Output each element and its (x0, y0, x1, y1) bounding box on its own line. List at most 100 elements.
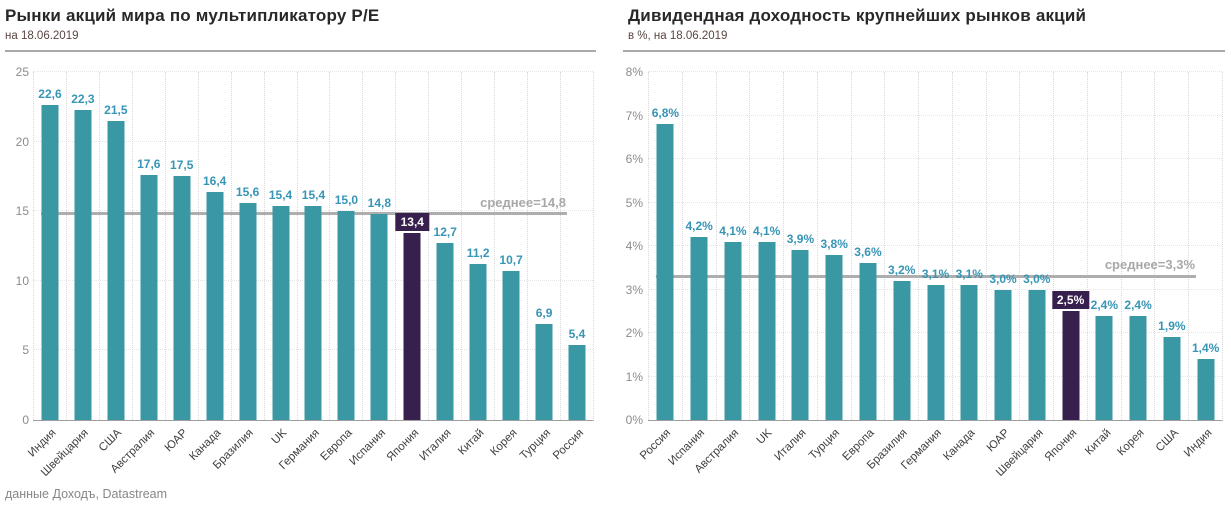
header-divider (623, 50, 1225, 52)
bar-Индия (1197, 359, 1215, 420)
bar-value-label: 17,6 (137, 157, 161, 172)
y-tick-label: 3% (625, 282, 643, 297)
x-cell: Корея (489, 420, 528, 500)
category-slot: 17,6 (131, 72, 165, 420)
category-label: Китай (1082, 427, 1114, 458)
bar-Бразилия (893, 280, 911, 420)
bar-value-label: 15,4 (268, 187, 293, 202)
bar-value-label: 14,8 (367, 195, 392, 210)
bar-Бразилия (239, 202, 257, 420)
source-note: данные Доходъ, Datastream (5, 487, 168, 501)
bar-value-label: 4,1% (719, 223, 747, 238)
bar-Италия (436, 243, 454, 420)
bar-Турция (825, 254, 843, 420)
bar-UK (272, 205, 290, 420)
category-label: Китай (456, 427, 487, 458)
bar-Европа (859, 263, 877, 420)
category-slot: 22,3 (65, 72, 99, 420)
x-cell: США (1154, 420, 1189, 500)
y-tick-label: 0 (22, 413, 29, 427)
bar-value-label: 3,9% (786, 232, 815, 247)
bar-value-label: 2,5% (1051, 291, 1090, 310)
bar-value-label: 15,0 (334, 193, 359, 208)
average-line (41, 212, 567, 216)
category-slot: 15,4 (296, 72, 330, 420)
bar-Турция (535, 323, 553, 420)
bar-Корея (502, 271, 520, 420)
x-cell: Италия (773, 420, 817, 500)
bar-value-label: 12,7 (433, 225, 457, 240)
bar-Япония (403, 233, 421, 420)
bar-value-label: 3,0% (1023, 271, 1051, 286)
bar-value-label: 2,4% (1090, 297, 1119, 312)
x-cell: Австралия (692, 420, 750, 500)
pe-chart-title: Рынки акций мира по мультипликатору P/E (5, 6, 380, 25)
y-tick-label: 7% (625, 108, 643, 123)
category-slot: 17,5 (164, 72, 198, 420)
dividend-chart-title: Дивидендная доходность крупнейших рынков… (628, 6, 1087, 25)
category-slot: 1,9% (1154, 72, 1188, 420)
category-slot: 1,4% (1188, 72, 1222, 420)
average-label: среднее=14,8 (480, 194, 566, 210)
y-tick-label: 15 (15, 204, 29, 219)
category-slot: 5,4 (560, 72, 593, 420)
gridline-h (648, 201, 1222, 203)
dividend-chart-area: 0% 1% 2% 3% 4% 5% 6% 7% 8% среднее=3,3% 6,8% 4,2% 4… (623, 52, 1225, 502)
bar-value-label: 4,2% (685, 219, 713, 234)
category-slot: 3,8% (816, 72, 851, 420)
category-slot: 3,9% (783, 72, 817, 420)
y-tick-label: 5 (22, 343, 29, 358)
category-slot: 21,5 (98, 72, 132, 420)
pe-chart-area: 0 5 10 15 20 25 среднее=14,8 22,6 22,3 21,5 17,6 1… (5, 52, 596, 502)
header-divider (5, 50, 596, 52)
y-tick-label: 8% (625, 65, 643, 79)
bar-value-label: 16,4 (202, 173, 227, 188)
category-slot: 15,6 (230, 72, 264, 420)
bar-value-label: 22,3 (71, 91, 95, 106)
bar-value-label: 1,9% (1158, 319, 1186, 334)
bar-Канада (206, 191, 224, 420)
x-cell: Китай (457, 420, 495, 500)
category-label: UK (269, 427, 289, 447)
y-tick-label: 1% (625, 369, 643, 384)
category-slot: 4,1% (749, 72, 783, 420)
bar-value-label: 3,1% (955, 267, 983, 282)
bar-value-label: 21,5 (104, 102, 128, 117)
bar-Австралия (724, 241, 742, 420)
bar-Германия (927, 285, 944, 420)
category-slot: 3,2% (884, 72, 918, 420)
x-axis: Россия Испания Австралия UK Италия Турция Евро… (638, 420, 1223, 500)
category-slot: 3,1% (951, 72, 986, 420)
x-cell: Япония (1043, 420, 1088, 500)
plot-area: среднее=14,8 22,6 22,3 21,5 17,6 17,5 16,4 15,6… (33, 71, 594, 421)
bar-Индия (41, 105, 59, 420)
y-tick-label: 4% (625, 239, 643, 253)
bar-value-label: 4,1% (752, 223, 781, 238)
dividend-chart-subtitle: в %, на 18.06.2019 (628, 30, 728, 42)
pe-chart-header: Рынки акций мира по мультипликатору P/E … (5, 6, 596, 50)
gridline-h (648, 158, 1222, 159)
bar-ЮАР (173, 176, 191, 420)
x-cell: Италия (418, 420, 462, 500)
pe-chart-panel: Рынки акций мира по мультипликатору P/E … (5, 6, 596, 502)
bar-value-label: 5,4 (568, 326, 586, 341)
y-axis: 0% 1% 2% 3% 4% 5% 6% 7% 8% (619, 65, 643, 427)
bar-Германия (304, 205, 322, 420)
average-line (656, 274, 1196, 278)
y-tick-label: 20 (15, 134, 29, 149)
gridline-h (648, 71, 1222, 72)
bar-Швейцария (74, 109, 92, 420)
gridline-h (33, 71, 593, 72)
bar-value-label: 11,2 (466, 246, 490, 261)
bar-Италия (791, 250, 809, 420)
bar-США (107, 120, 125, 420)
category-slot: 11,2 (461, 72, 494, 420)
category-slot: 13,4 (395, 72, 429, 420)
category-slot: 6,9 (527, 72, 560, 420)
bar-Канада (960, 285, 978, 420)
bar-Швейцария (1028, 289, 1046, 420)
y-axis: 0 5 10 15 20 25 (5, 65, 29, 427)
y-tick-label: 2% (625, 326, 643, 340)
bar-Япония (1062, 311, 1080, 420)
bar-value-label: 3,8% (820, 236, 848, 251)
